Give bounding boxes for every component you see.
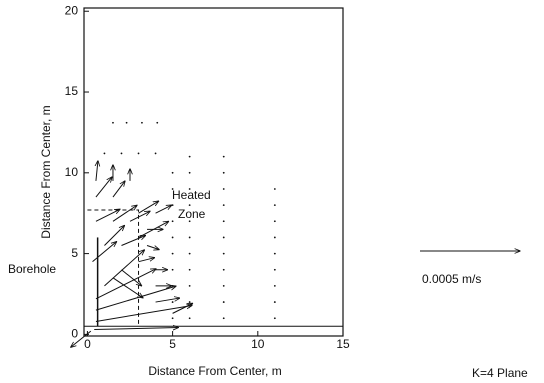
vector-arrow [112,181,125,198]
annotation: Borehole [8,262,56,276]
grid-dot [188,317,191,320]
vector-arrow [94,328,178,330]
vector-arrow [104,250,144,287]
vector-arrow [112,205,137,222]
vector-arrow [96,161,98,181]
vector-arrow [138,258,155,263]
grid-dot [171,171,174,174]
grid-dot [273,301,276,303]
grid-dot [222,220,225,223]
plot-frame [83,7,344,337]
grid-dot [171,301,174,303]
grid-dot [171,317,174,320]
grid-dot [120,152,123,155]
vector-arrow [95,269,156,300]
y-tick-label: 20 [65,3,79,17]
y-tick-label: 5 [71,246,78,260]
vector-arrow [71,330,92,347]
vector-arrow [104,226,124,246]
grid-dot [273,204,276,207]
vector-arrow [146,245,159,250]
grid-dot [188,204,191,207]
grid-dot [273,220,276,223]
plane-label: K=4 Plane [472,366,528,380]
grid-dot [188,268,191,271]
vector-arrow [155,298,180,303]
grid-dot [137,152,140,155]
grid-dot [188,220,191,223]
x-tick-label: 10 [251,337,265,351]
vector-arrow [95,177,112,198]
vector-arrow [92,242,117,263]
x-axis-label: Distance From Center, m [148,364,281,378]
grid-dot [222,301,225,303]
grid-dot [125,121,128,124]
annotation: Heated [172,188,211,202]
grid-dot [112,121,114,124]
grid-dot [273,252,276,255]
y-tick-label: 15 [65,84,79,98]
grid-dot [222,236,225,239]
vector-arrow [95,286,176,311]
vector-arrow [155,205,172,214]
vector-arrow [95,305,192,322]
grid-dot [273,236,276,239]
x-tick-label: 5 [169,337,176,351]
vector-arrow [172,303,193,314]
y-tick-label: 0 [71,327,78,341]
y-tick-label: 10 [65,165,79,179]
vector-arrow [129,211,150,222]
vector-arrow [121,236,145,246]
grid-dot [222,252,225,255]
grid-dot [273,285,276,287]
grid-dot [188,285,191,287]
grid-dot [188,171,191,174]
grid-dot [273,188,276,190]
grid-dot [171,252,174,255]
vector-arrow [121,269,141,286]
heated-zone-outline [87,209,140,325]
grid-dot [171,204,174,207]
grid-dot [222,268,225,271]
grid-dot [188,301,191,303]
grid-dot [222,171,225,174]
grid-dot [188,188,191,190]
vector-arrow [138,201,159,214]
grid-dot [222,155,225,158]
vector-arrow [112,277,143,298]
y-axis-label: Distance From Center, m [39,105,53,238]
grid-dot [171,220,174,223]
grid-dot [188,236,191,239]
grid-dot [171,188,174,190]
grid-dot [222,188,225,190]
grid-dot [171,268,174,271]
vector-arrow [95,209,120,222]
grid-dot [171,285,174,287]
grid-dot [171,236,174,239]
x-tick-label: 0 [84,337,91,351]
grid-dot [222,285,225,287]
grid-dot [103,152,106,155]
grid-dot [222,204,225,207]
x-tick-label: 15 [336,337,350,351]
grid-dot [188,252,191,255]
grid-dot [188,155,191,158]
grid-dot [154,152,157,155]
reference-label: 0.0005 m/s [422,272,481,286]
annotation: Zone [178,207,206,221]
grid-dot [222,317,225,320]
grid-dot [273,317,276,320]
grid-dot [156,121,159,124]
grid-dot [273,268,276,271]
grid-dot [141,121,143,124]
